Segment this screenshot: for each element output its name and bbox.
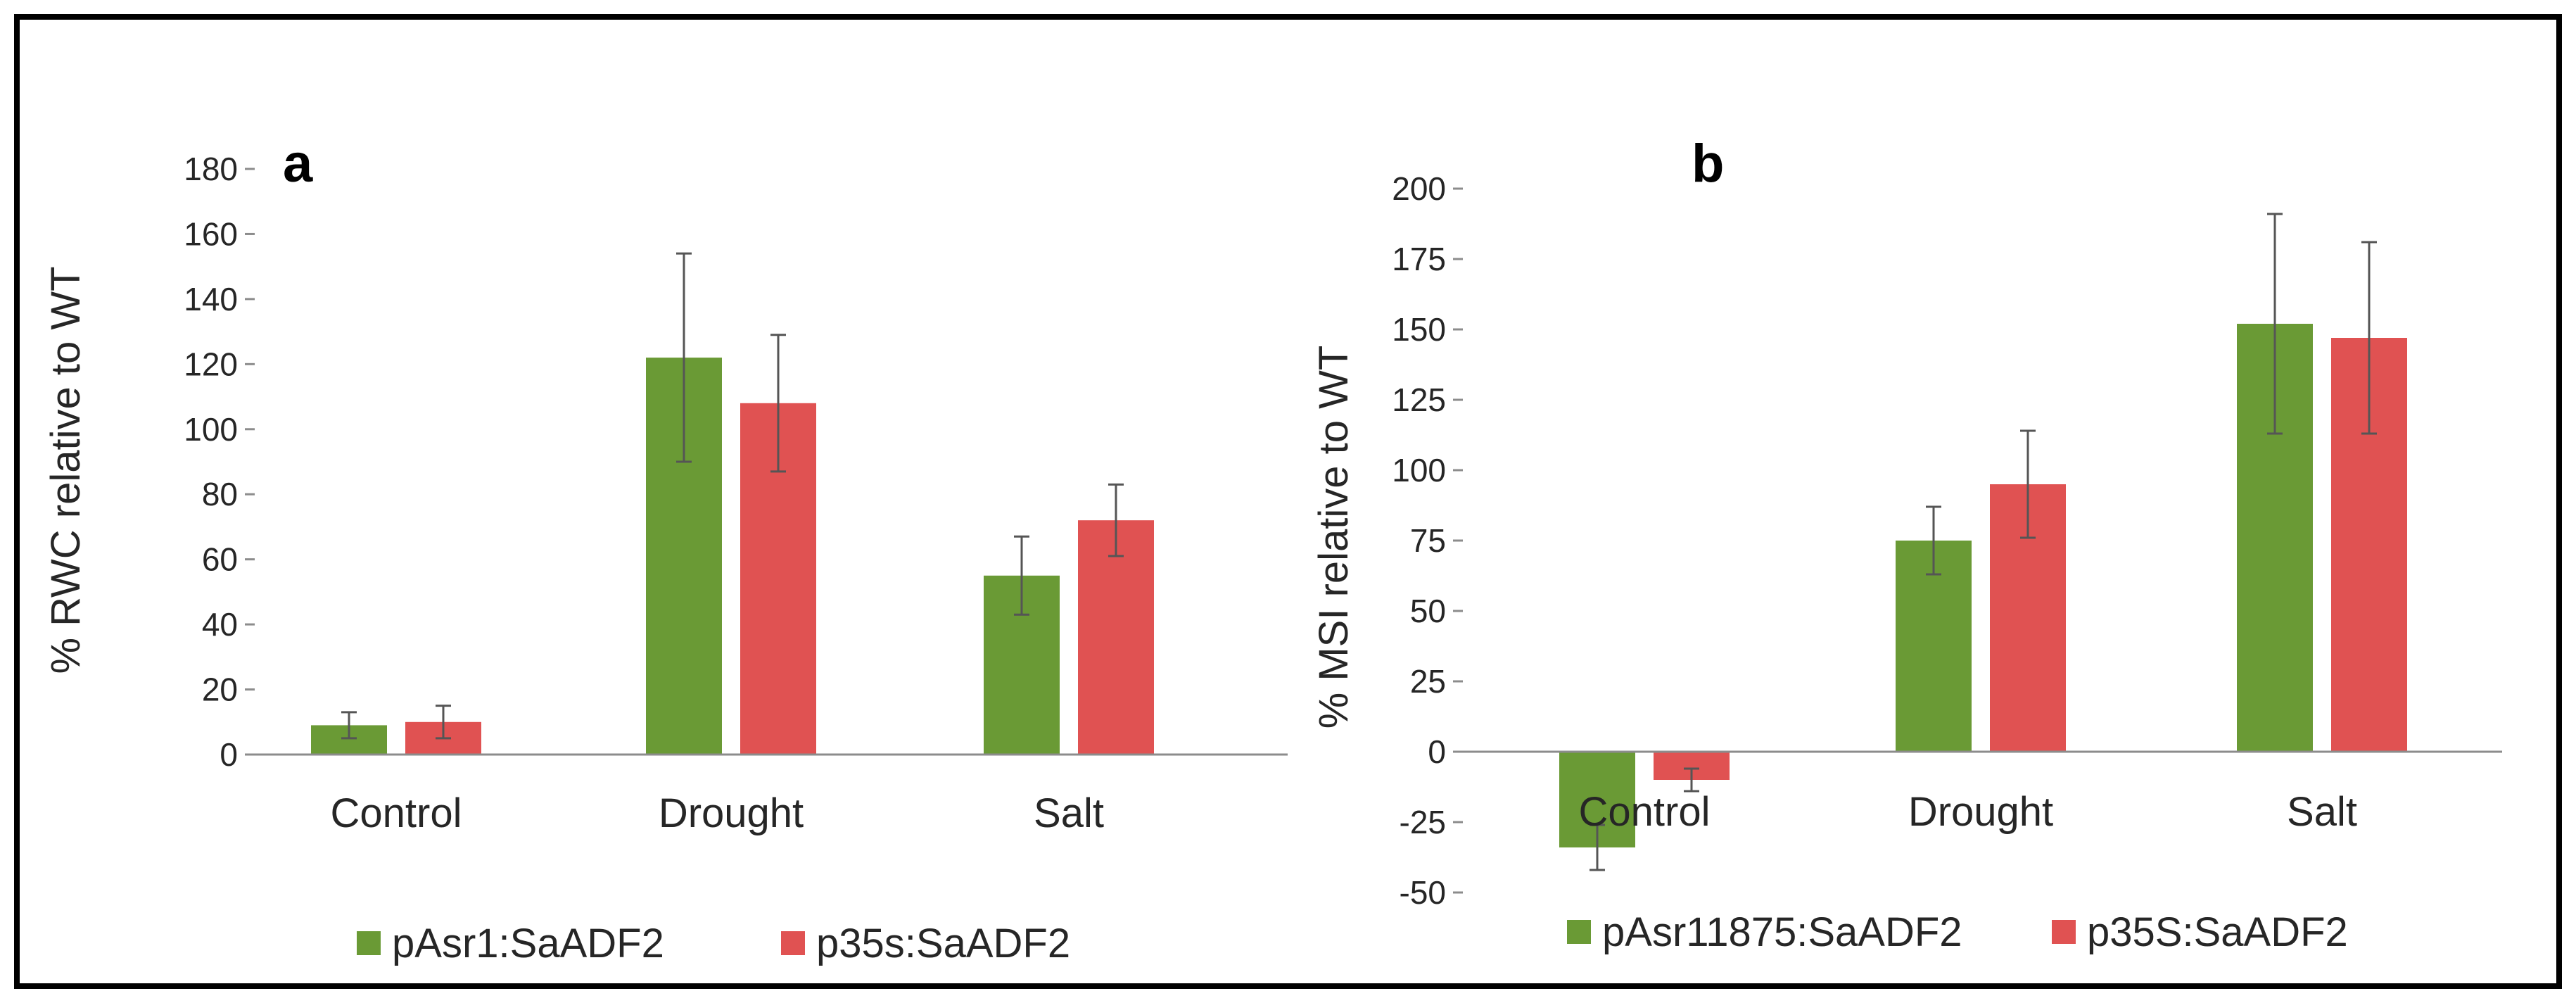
legend-swatch [1567, 920, 1591, 944]
y-tick-label: 180 [184, 151, 238, 187]
panel-a-y-axis-title: % RWC relative to WT [43, 266, 89, 674]
panel-a-y-axis: 0 20 40 60 80 100 120 140 160 180 [184, 151, 255, 773]
legend-label: pAsr1:SaADF2 [392, 921, 664, 966]
y-tick-label: 140 [184, 281, 238, 317]
y-tick-label: 0 [1428, 733, 1446, 770]
y-tick-label: 125 [1392, 381, 1446, 418]
y-tick-label: 100 [184, 411, 238, 448]
panel-b-letter: b [1692, 134, 1724, 194]
panel-b-category-label: Drought [1908, 789, 2053, 835]
y-tick-label: 200 [1392, 170, 1446, 207]
y-tick-label: 100 [1392, 452, 1446, 488]
y-tick-label: 25 [1410, 663, 1446, 700]
y-tick-label: 50 [1410, 593, 1446, 629]
panel-b: b % MSI relative to WT -50 -25 0 25 50 75 100 1… [1311, 134, 2502, 955]
legend-swatch [781, 931, 805, 955]
y-tick-label: 60 [202, 541, 238, 578]
panel-b-y-axis: -50 -25 0 25 50 75 100 125 150 175 200 [1392, 170, 1463, 911]
legend-swatch [357, 931, 381, 955]
figure-border [14, 14, 2562, 989]
legend-label: pAsr11875:SaADF2 [1602, 909, 1962, 955]
panel-a-category-label: Drought [659, 790, 804, 836]
y-tick-label: 80 [202, 476, 238, 512]
legend-label: p35S:SaADF2 [2087, 909, 2348, 955]
y-tick-label: 40 [202, 606, 238, 643]
panel-a-letter: a [283, 134, 313, 194]
panel-b-category-label: Control [1579, 789, 1711, 835]
y-tick-label: 175 [1392, 241, 1446, 277]
panel-a-legend: pAsr1:SaADF2 p35s:SaADF2 [357, 921, 1070, 966]
y-tick-label: -50 [1400, 874, 1446, 911]
panel-b-bars [1559, 213, 2407, 871]
panel-a-category-label: Control [331, 790, 462, 836]
y-tick-label: -25 [1400, 804, 1446, 840]
panel-b-category-label: Salt [2287, 789, 2357, 835]
y-tick-label: 75 [1410, 522, 1446, 559]
y-tick-label: 0 [220, 736, 238, 773]
y-tick-label: 20 [202, 671, 238, 708]
y-tick-label: 160 [184, 215, 238, 252]
legend-swatch [2052, 920, 2076, 944]
bar [1896, 541, 1972, 752]
panel-b-legend: pAsr11875:SaADF2 p35S:SaADF2 [1567, 909, 2348, 955]
panel-a-bars [311, 252, 1154, 755]
y-tick-label: 150 [1392, 311, 1446, 348]
bar [1078, 520, 1154, 755]
panel-a: a % RWC relative to WT 0 20 40 60 80 100 120 14… [43, 134, 1288, 966]
panel-b-y-axis-title: % MSI relative to WT [1311, 346, 1357, 729]
y-tick-label: 120 [184, 346, 238, 382]
legend-label: p35s:SaADF2 [816, 921, 1070, 966]
panel-a-category-label: Salt [1034, 790, 1104, 836]
